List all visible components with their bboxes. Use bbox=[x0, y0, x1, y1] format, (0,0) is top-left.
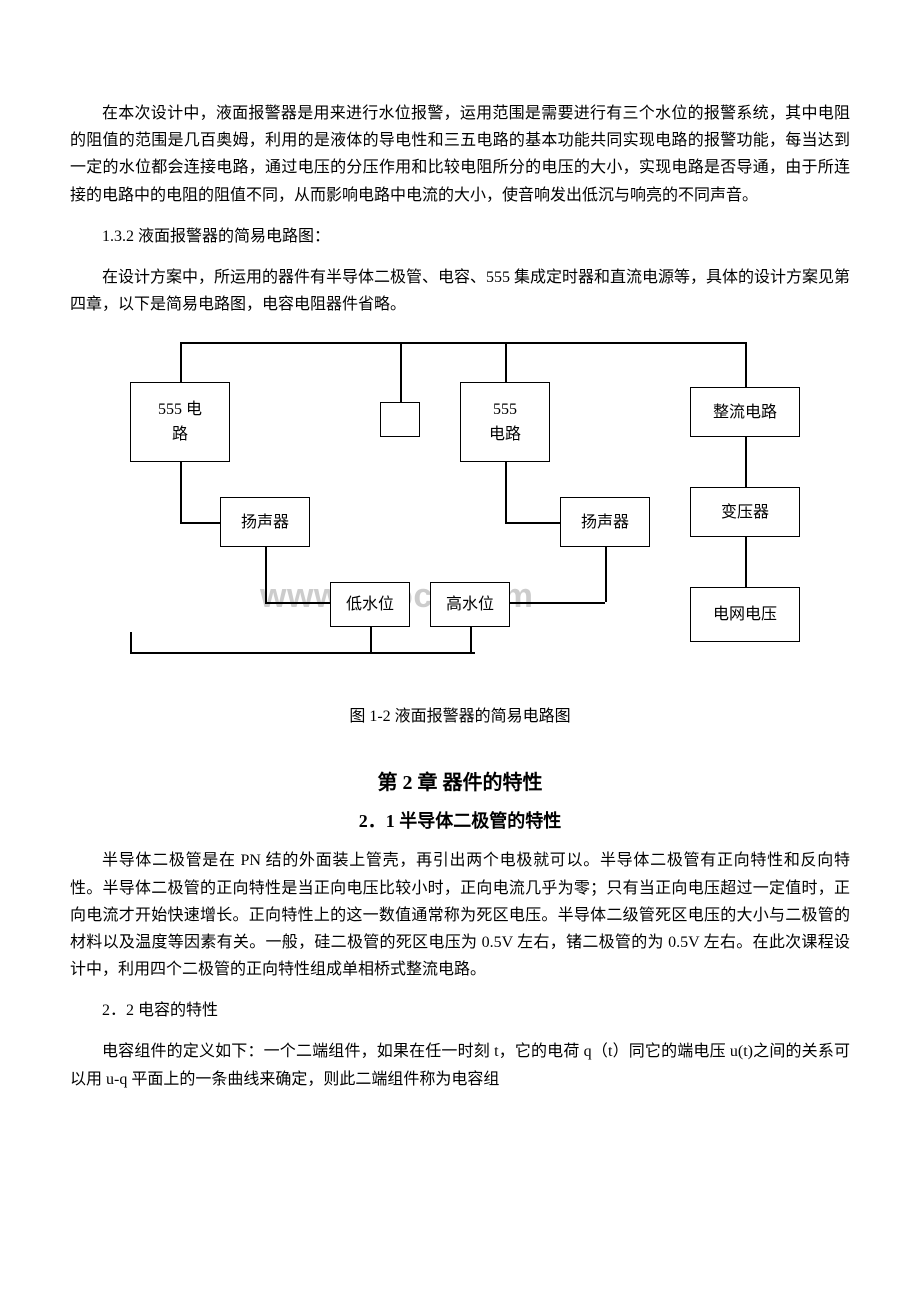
line-h bbox=[180, 522, 220, 524]
line-v bbox=[745, 437, 747, 487]
line-v bbox=[180, 342, 182, 382]
line-v bbox=[745, 342, 747, 387]
diagram-container: www.bdocx.com 555 电 路 555 电路 整流电路 扬声器 扬声… bbox=[70, 332, 850, 672]
subsection-132-heading: 1.3.2 液面报警器的简易电路图： bbox=[70, 223, 850, 250]
line-h bbox=[265, 602, 330, 604]
box-speaker-right: 扬声器 bbox=[560, 497, 650, 547]
line-v bbox=[265, 547, 267, 602]
box-transformer: 变压器 bbox=[690, 487, 800, 537]
line-v bbox=[605, 547, 607, 602]
line-v bbox=[130, 632, 132, 654]
box-555-left: 555 电 路 bbox=[130, 382, 230, 462]
line-v bbox=[180, 462, 182, 522]
line-h bbox=[180, 342, 745, 344]
section-2-1-title: 2．1 半导体二极管的特性 bbox=[70, 807, 850, 833]
paragraph-design-plan: 在设计方案中，所运用的器件有半导体二极管、电容、555 集成定时器和直流电源等，… bbox=[70, 264, 850, 318]
box-high-level: 高水位 bbox=[430, 582, 510, 627]
line-v bbox=[370, 627, 372, 652]
line-v bbox=[505, 342, 507, 382]
line-v bbox=[400, 342, 402, 402]
box-555-right: 555 电路 bbox=[460, 382, 550, 462]
figure-caption: 图 1-2 液面报警器的简易电路图 bbox=[70, 702, 850, 726]
line-v bbox=[470, 627, 472, 652]
line-h bbox=[510, 602, 605, 604]
box-rectifier: 整流电路 bbox=[690, 387, 800, 437]
line-h bbox=[130, 652, 475, 654]
box-low-level: 低水位 bbox=[330, 582, 410, 627]
box-grid-voltage: 电网电压 bbox=[690, 587, 800, 642]
paragraph-diode: 半导体二极管是在 PN 结的外面装上管壳，再引出两个电极就可以。半导体二极管有正… bbox=[70, 847, 850, 983]
line-h bbox=[505, 522, 560, 524]
section-2-2-title: 2．2 电容的特性 bbox=[70, 997, 850, 1024]
paragraph-capacitor: 电容组件的定义如下：一个二端组件，如果在任一时刻 t，它的电荷 q（t）同它的端… bbox=[70, 1038, 850, 1092]
line-v bbox=[505, 462, 507, 522]
box-speaker-left: 扬声器 bbox=[220, 497, 310, 547]
block-diagram: www.bdocx.com 555 电 路 555 电路 整流电路 扬声器 扬声… bbox=[70, 332, 850, 672]
chapter-2-title: 第 2 章 器件的特性 bbox=[70, 766, 850, 795]
line-v bbox=[745, 537, 747, 587]
paragraph-intro: 在本次设计中，液面报警器是用来进行水位报警，运用范围是需要进行有三个水位的报警系… bbox=[70, 100, 850, 209]
box-junction bbox=[380, 402, 420, 437]
